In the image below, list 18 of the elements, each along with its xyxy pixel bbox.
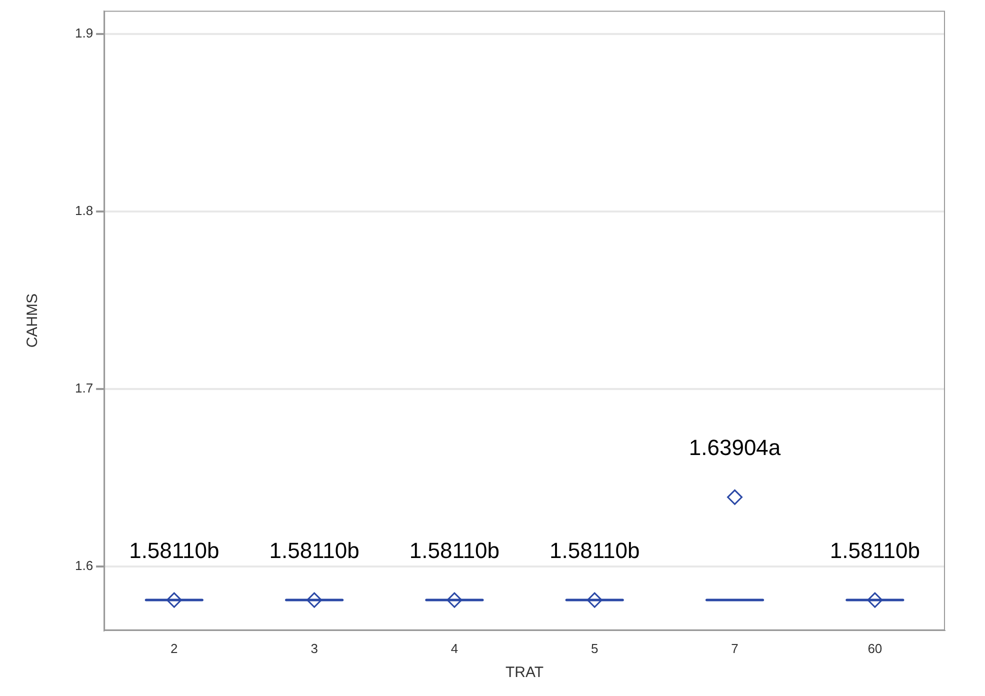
x-tick-label: 7 <box>731 640 738 656</box>
y-tick-label: 1.8 <box>74 202 94 218</box>
x-axis-title: TRAT <box>506 664 544 682</box>
annotation: 1.58110b <box>409 538 500 564</box>
x-tick-label: 4 <box>450 640 458 656</box>
y-tick-label: 1.6 <box>74 558 94 574</box>
annotation: 1.58110b <box>129 538 220 564</box>
annotation: 1.58110b <box>550 538 640 564</box>
x-tick-label: 5 <box>590 640 598 656</box>
y-axis-title: CAHMS <box>24 294 42 348</box>
y-tick-label: 1.7 <box>74 380 94 396</box>
annotation: 1.63904a <box>688 435 782 460</box>
annotation: 1.58110b <box>269 538 360 564</box>
x-tick-label: 60 <box>868 640 882 656</box>
y-tick-label: 1.9 <box>74 25 94 40</box>
x-tick-label: 3 <box>310 640 318 656</box>
annotation: 1.58110b <box>830 538 920 564</box>
x-tick-label: 2 <box>170 640 178 656</box>
